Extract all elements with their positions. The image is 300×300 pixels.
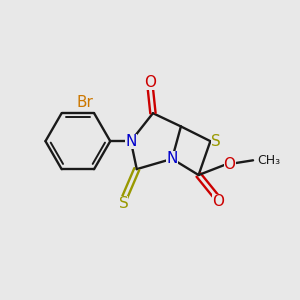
Text: S: S — [118, 196, 128, 211]
Text: S: S — [212, 134, 221, 149]
Text: N: N — [125, 134, 136, 149]
Text: Br: Br — [77, 95, 94, 110]
Text: N: N — [167, 151, 178, 166]
Text: O: O — [224, 157, 236, 172]
Text: O: O — [144, 75, 156, 90]
Text: CH₃: CH₃ — [257, 154, 280, 167]
Text: O: O — [212, 194, 224, 209]
